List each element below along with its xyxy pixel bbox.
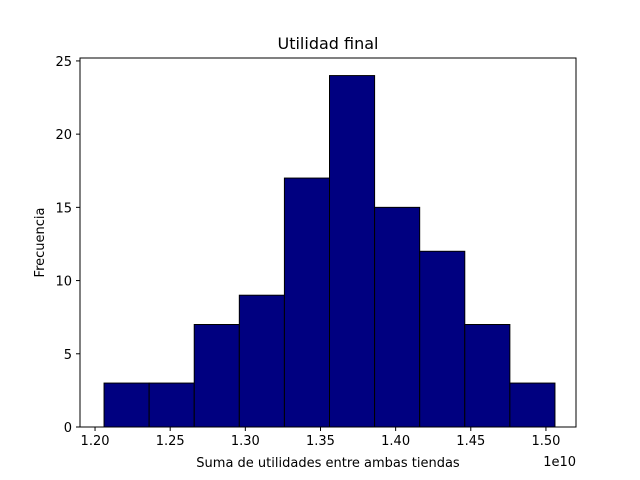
x-tick-label: 1.50 (531, 434, 560, 449)
histogram-bar-8 (419, 250, 466, 428)
x-axis-ticks: 1.20 1.25 1.30 1.35 1.40 1.45 1.50 (81, 427, 560, 449)
y-tick-label: 10 (55, 275, 72, 290)
histogram-bar-9 (464, 324, 511, 428)
y-tick-label: 0 (64, 421, 72, 436)
y-axis-label: Frecuencia (33, 208, 48, 278)
x-tick-label: 1.35 (306, 434, 335, 449)
x-axis-label: Suma de utilidades entre ambas tiendas (196, 456, 460, 471)
x-tick-label: 1.40 (381, 434, 410, 449)
y-tick-label: 5 (64, 348, 72, 363)
histogram-bar-1 (103, 382, 150, 428)
x-axis-offset-text: 1e10 (543, 455, 576, 470)
histogram-bar-4 (238, 294, 285, 428)
y-axis-ticks: 0 5 10 15 20 25 (55, 55, 80, 436)
y-tick-label: 25 (55, 55, 72, 70)
y-tick-label: 20 (55, 128, 72, 143)
x-tick-label: 1.45 (456, 434, 485, 449)
histogram-bar-3 (193, 324, 240, 428)
bars-group (103, 75, 556, 428)
axes-frame (79, 57, 577, 428)
histogram-bar-6 (329, 75, 376, 428)
x-tick-label: 1.25 (156, 434, 185, 449)
x-tick-label: 1.30 (231, 434, 260, 449)
y-tick-label: 15 (55, 201, 72, 216)
histogram-bar-2 (148, 382, 195, 428)
histogram-bar-7 (374, 206, 421, 428)
x-tick-label: 1.20 (81, 434, 110, 449)
histogram-bar-5 (283, 177, 331, 428)
histogram-bar-10 (509, 382, 556, 428)
plot-area: 1.20 1.25 1.30 1.35 1.40 1.45 1.50 0 5 10 15 20 25 (55, 55, 577, 449)
chart-title: Utilidad final (278, 34, 379, 53)
